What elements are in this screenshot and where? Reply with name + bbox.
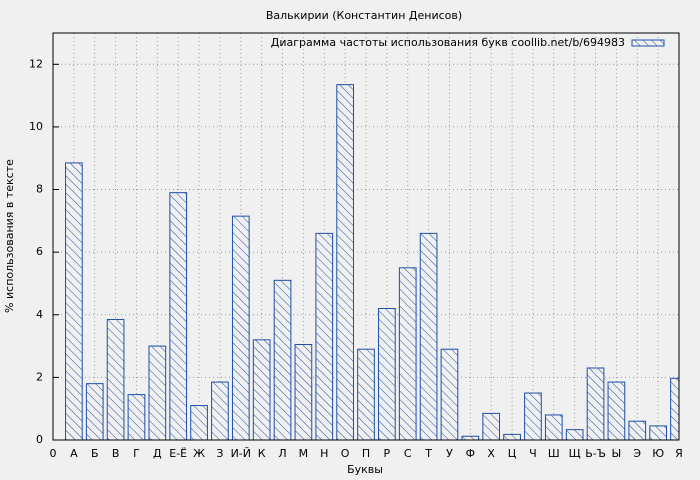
x-tick-label: Н <box>320 447 328 460</box>
bar <box>357 348 375 440</box>
bar <box>169 192 188 440</box>
x-tick-label: П <box>362 447 370 460</box>
bar <box>315 232 334 440</box>
x-tick-label: Ч <box>529 447 537 460</box>
x-tick-label: В <box>112 447 120 460</box>
x-tick-label: А <box>70 447 78 460</box>
bar <box>231 215 250 440</box>
x-tick-label: Ы <box>612 447 622 460</box>
plot-frame <box>52 32 680 441</box>
bar <box>398 267 417 440</box>
x-tick-label: О <box>341 447 350 460</box>
x-tick-label: Я <box>675 447 683 460</box>
bar <box>482 412 501 440</box>
bars <box>65 84 679 440</box>
y-axis-label: % использования в тексте <box>3 159 16 313</box>
bar <box>148 345 167 440</box>
bar <box>106 318 125 440</box>
bar <box>586 367 605 440</box>
bar <box>85 383 104 440</box>
bar <box>65 162 83 440</box>
bar <box>649 425 667 440</box>
bar <box>378 308 396 440</box>
bar <box>565 429 584 440</box>
bar <box>252 339 271 440</box>
x-tick-label: Л <box>278 447 286 460</box>
y-tick-label: 8 <box>36 183 43 196</box>
x-tick-label: К <box>258 447 266 460</box>
y-tick-label: 0 <box>36 433 43 446</box>
legend-label: Диаграмма частоты использования букв coo… <box>271 36 625 49</box>
x-tick-label: 0 <box>50 447 57 460</box>
x-tick-label: Р <box>384 447 391 460</box>
bar <box>127 394 146 440</box>
x-tick-label: Ю <box>652 447 664 460</box>
x-tick-label: Ш <box>548 447 560 460</box>
x-tick-label: З <box>216 447 223 460</box>
bar <box>190 405 208 440</box>
x-axis-label: Буквы <box>347 463 383 476</box>
x-tick-label: Т <box>424 447 432 460</box>
legend-swatch <box>631 39 665 47</box>
x-tick-label: Щ <box>569 447 581 460</box>
bar <box>273 279 292 440</box>
x-tick-label: Ж <box>193 447 205 460</box>
bar <box>503 433 521 440</box>
bar <box>607 381 626 440</box>
bar <box>461 435 480 440</box>
x-tick-label: С <box>404 447 412 460</box>
bar <box>336 84 354 440</box>
x-tick-label: М <box>299 447 309 460</box>
x-tick-label: Е-Ё <box>169 447 187 460</box>
y-tick-label: 6 <box>36 245 43 258</box>
x-tick-label: Д <box>153 447 162 460</box>
bar <box>524 392 542 440</box>
y-tick-label: 12 <box>29 57 43 70</box>
bar <box>628 420 647 440</box>
x-tick-label: Э <box>633 447 641 460</box>
x-tick-label: Ц <box>508 447 517 460</box>
y-tick-label: 2 <box>36 370 43 383</box>
bar <box>211 381 229 440</box>
x-tick-label: Ф <box>466 447 475 460</box>
y-tick-label: 10 <box>29 120 43 133</box>
x-tick-label: Б <box>91 447 99 460</box>
x-tick-label: Г <box>133 447 140 460</box>
x-tick-label: Х <box>487 447 495 460</box>
chart-title: Валькирии (Константин Денисов) <box>266 9 462 22</box>
bar <box>419 232 438 440</box>
bar <box>294 344 313 440</box>
y-tick-label: 4 <box>36 308 43 321</box>
x-tick-label: Ь-Ъ <box>585 447 606 460</box>
bar <box>544 414 563 440</box>
x-tick-label: И-Й <box>231 447 251 460</box>
bar <box>440 348 459 440</box>
x-tick-label: У <box>446 447 453 460</box>
